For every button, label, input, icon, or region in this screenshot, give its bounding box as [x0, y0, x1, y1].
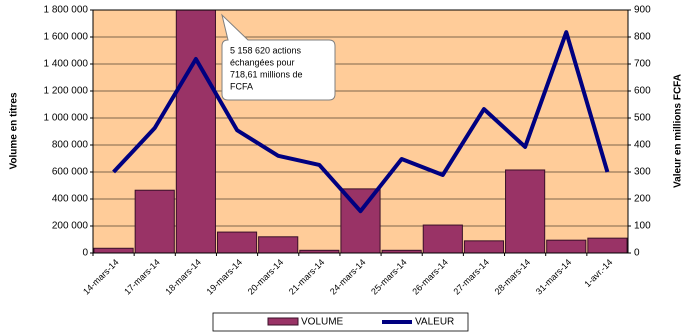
x-tick-label: 27-mars-14 [451, 257, 491, 297]
plot-border [92, 9, 629, 254]
x-tick-label: 14-mars-14 [81, 257, 121, 297]
y2-axis-title: Valeur en millions FCFA [673, 74, 684, 188]
x-tick-label: 18-mars-14 [163, 257, 203, 297]
y2-tick-label: 500 [634, 113, 651, 124]
legend-label: VALEUR [415, 317, 454, 328]
bar [381, 249, 422, 253]
bar [505, 169, 546, 253]
bar [258, 236, 299, 253]
callout [221, 13, 336, 101]
x-tick-label: 24-mars-14 [328, 257, 368, 297]
x-tick-label: 1-avr.-14 [582, 257, 614, 289]
y-tick-label: 1 600 000 [44, 32, 89, 43]
y2-tick-label: 900 [634, 5, 651, 16]
bar [299, 249, 340, 253]
x-tick-label: 31-mars-14 [534, 257, 574, 297]
bar [340, 188, 381, 253]
x-tick-label: 28-mars-14 [493, 257, 533, 297]
bar [422, 224, 463, 253]
y2-tick-label: 0 [634, 248, 640, 259]
y-tick-label: 1 000 000 [44, 113, 89, 124]
annotation: 718,61 millions de [230, 69, 303, 79]
bar [587, 237, 628, 253]
bar [546, 239, 587, 253]
y2-tick-label: 700 [634, 59, 651, 70]
y-tick-label: 800 000 [52, 140, 89, 151]
y2-tick-label: 300 [634, 167, 651, 178]
x-tick-label: 21-mars-14 [287, 257, 327, 297]
x-tick-label: 17-mars-14 [122, 257, 162, 297]
bar [216, 231, 258, 253]
y-tick-label: 1 800 000 [44, 5, 89, 16]
annotation: échangées pour [230, 57, 295, 67]
y2-tick-label: 100 [634, 221, 651, 232]
legend-label: VOLUME [301, 317, 344, 328]
y2-tick-label: 200 [634, 194, 651, 205]
annotation: FCFA [230, 81, 253, 91]
y-tick-label: 0 [82, 248, 88, 259]
x-tick-label: 19-mars-14 [205, 257, 245, 297]
y-tick-label: 400 000 [52, 194, 89, 205]
y-axis-title: Volume en titres [9, 92, 20, 169]
y-tick-label: 1 200 000 [44, 86, 89, 97]
bar [175, 10, 216, 253]
bar [134, 189, 175, 253]
y-tick-label: 1 400 000 [44, 59, 89, 70]
y-tick-label: 200 000 [52, 221, 89, 232]
bar [93, 247, 134, 253]
x-tick-label: 25-mars-14 [369, 257, 409, 297]
y2-tick-label: 800 [634, 32, 651, 43]
y2-tick-label: 600 [634, 86, 651, 97]
annotation: 5 158 620 actions [230, 45, 302, 55]
y-tick-label: 600 000 [52, 167, 89, 178]
x-tick-label: 26-mars-14 [410, 257, 450, 297]
bars [93, 10, 628, 253]
bar [463, 240, 505, 253]
x-tick-label: 20-mars-14 [246, 257, 286, 297]
y2-tick-label: 400 [634, 140, 651, 151]
legend-swatch [267, 317, 299, 326]
line [112, 30, 610, 214]
